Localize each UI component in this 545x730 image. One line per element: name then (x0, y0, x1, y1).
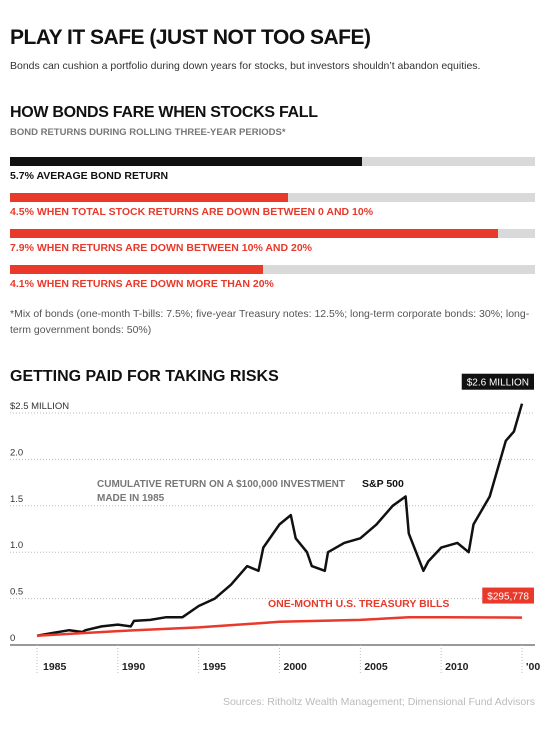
page-subtitle: Bonds can cushion a portfolio during dow… (10, 60, 481, 72)
bar-label: 5.7% AVERAGE BOND RETURN (10, 170, 168, 182)
chart-title: GETTING PAID FOR TAKING RISKS (10, 368, 279, 385)
series-label: S&P 500 (362, 478, 404, 490)
bar (10, 229, 498, 238)
category-label: WHEN TOTAL STOCK RETURNS ARE DOWN BETWEE… (36, 206, 374, 218)
x-tick-label: 1985 (43, 661, 67, 673)
y-tick-label: 0 (10, 633, 15, 644)
y-tick-label: 1.0 (10, 540, 23, 551)
y-tick-label: 1.5 (10, 494, 23, 505)
x-tick-label: 1990 (122, 661, 146, 673)
line-chart: GETTING PAID FOR TAKING RISKS 0 0.5 1.0 1.5… (10, 368, 540, 673)
x-tick-label: 2000 (284, 661, 308, 673)
series-line (36, 403, 524, 637)
x-tick-label: 1995 (203, 661, 227, 673)
value-label: 4.5% (10, 206, 34, 218)
end-label-box (461, 373, 534, 390)
y-tick-label: 0.5 (10, 587, 23, 598)
page-title: PLAY IT SAFE (JUST NOT TOO SAFE) (10, 26, 371, 49)
x-tick-label: '00 (526, 661, 540, 673)
bar-track (10, 265, 535, 274)
bar-label: 7.9% WHEN RETURNS ARE DOWN BETWEEN 10% A… (10, 242, 312, 254)
source: Sources: Ritholtz Wealth Management; Dim… (222, 696, 535, 708)
category-label: WHEN RETURNS ARE DOWN BETWEEN 10% AND 20… (36, 242, 313, 254)
bar (10, 193, 288, 202)
bar (10, 265, 264, 274)
series-line (36, 615, 523, 637)
x-tick-label: 2005 (364, 661, 388, 673)
end-label: $295,778 (487, 592, 529, 603)
series-label: ONE-MONTH U.S. TREASURY BILLS (268, 598, 449, 610)
value-label: 7.9% (10, 242, 34, 254)
chart-subtitle: BOND RETURNS DURING ROLLING THREE-YEAR P… (10, 127, 286, 138)
footnote: *Mix of bonds (one-month T-bills: 7.5%; … (10, 308, 530, 336)
chart-title: HOW BONDS FARE WHEN STOCKS FALL (10, 104, 318, 121)
value-label: 4.1% (10, 278, 34, 290)
category-label: AVERAGE BOND RETURN (36, 170, 169, 182)
end-label: $2.6 MILLION (467, 378, 529, 389)
annotation: CUMULATIVE RETURN ON A $100,000 INVESTME… (97, 479, 345, 504)
y-tick-label: 2.0 (10, 447, 23, 458)
y-tick-label: $2.5 MILLION (10, 401, 69, 412)
bar (10, 157, 363, 166)
end-label-box (482, 587, 534, 604)
bar-label: 4.1% WHEN RETURNS ARE DOWN MORE THAN 20% (10, 278, 274, 290)
bar-label: 4.5% WHEN TOTAL STOCK RETURNS ARE DOWN B… (10, 206, 373, 218)
value-label: 5.7% (10, 170, 34, 182)
x-tick-label: 2010 (445, 661, 469, 673)
category-label: WHEN RETURNS ARE DOWN MORE THAN 20% (36, 278, 274, 290)
